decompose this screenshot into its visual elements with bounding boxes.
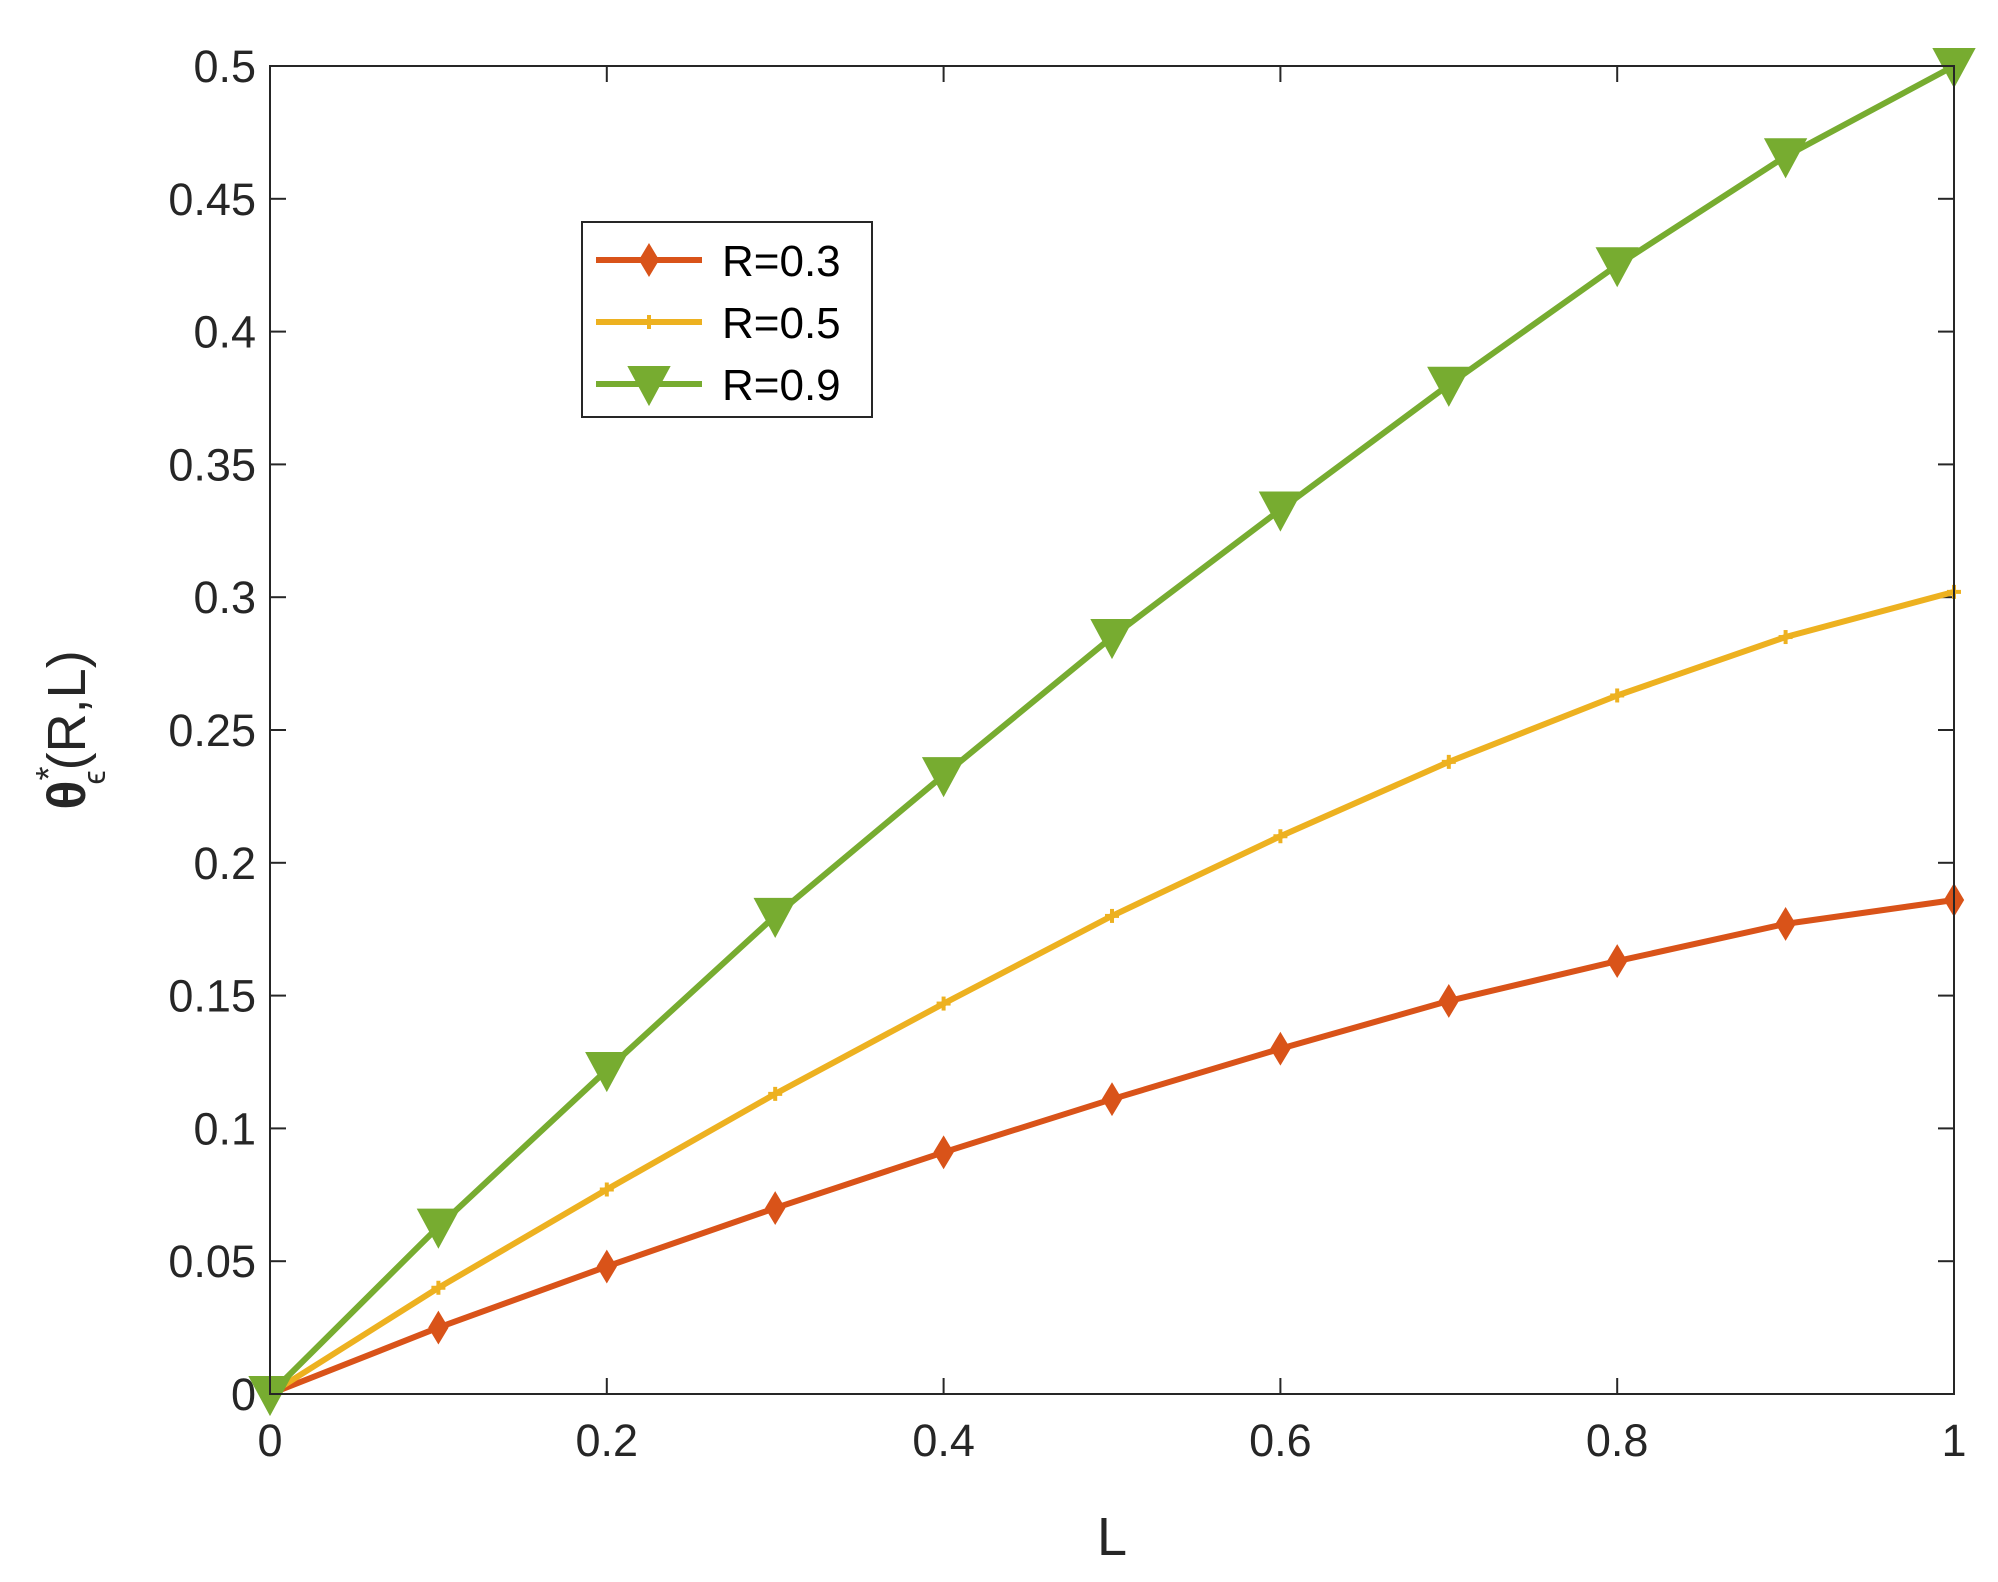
- data-point: [1427, 366, 1471, 407]
- y-tick-label: 0.3: [193, 572, 256, 623]
- data-point: [1607, 944, 1628, 979]
- y-tick-label: 0.25: [168, 705, 256, 756]
- data-point: [1101, 1082, 1123, 1117]
- data-point: [431, 1280, 446, 1295]
- y-tick-label: 0.2: [193, 838, 256, 889]
- y-axis-label: θ* ϵ(R,L): [28, 650, 112, 809]
- y-tick-label: 0.5: [193, 41, 256, 92]
- y-tick-label: 0.05: [168, 1236, 256, 1287]
- legend-swatch-marker: [642, 315, 656, 329]
- data-point: [1763, 138, 1808, 179]
- y-tick-label: 0.4: [193, 307, 256, 358]
- data-point: [753, 897, 797, 939]
- legend-entry: R=0.9: [596, 361, 841, 410]
- plot-frame: [269, 65, 1955, 1395]
- data-point: [1258, 491, 1303, 532]
- data-point: [1595, 247, 1639, 288]
- ticks-layer: 0 0.2 0.4 0.6 0.8 100.050.10.150.20.250.30.35…: [168, 41, 1966, 1466]
- y-axis-label-superscript: *: [28, 766, 69, 780]
- data-point: [428, 1310, 449, 1345]
- x-tick-label: 0.4: [912, 1415, 975, 1466]
- y-tick-label: 0.35: [168, 439, 256, 490]
- series-R=0.9: [248, 48, 1976, 1417]
- data-point: [1105, 908, 1119, 923]
- data-point: [599, 1182, 614, 1197]
- data-point: [1438, 983, 1459, 1018]
- legend-swatch-marker: [627, 366, 671, 407]
- data-point: [1775, 906, 1796, 941]
- data-point: [936, 996, 951, 1011]
- y-tick-label: 0.1: [193, 1103, 256, 1154]
- data-point: [1610, 688, 1625, 703]
- data-point: [585, 1051, 629, 1093]
- data-point: [765, 1191, 786, 1226]
- data-point: [1090, 619, 1134, 660]
- x-tick-label: 1: [1941, 1415, 1966, 1466]
- legend-swatch-marker: [638, 243, 660, 277]
- legend-label: R=0.5: [722, 299, 841, 348]
- y-axis-label-subscript: ϵ: [76, 770, 112, 784]
- data-point: [1270, 1031, 1291, 1066]
- legend-entry: R=0.5: [596, 299, 841, 348]
- x-tick-label: 0.6: [1249, 1415, 1312, 1466]
- legend: R=0.3 R=0.5 R=0.9: [581, 221, 873, 418]
- legend-label: R=0.3: [722, 237, 841, 286]
- data-point: [768, 1086, 783, 1101]
- data-point: [921, 757, 966, 798]
- data-point: [1441, 754, 1456, 769]
- legend-label: R=0.9: [722, 361, 841, 410]
- data-point: [416, 1208, 461, 1249]
- legend-entry: R=0.3: [596, 237, 841, 286]
- x-tick-label: 0.8: [1586, 1415, 1649, 1466]
- x-tick-label: 0: [257, 1415, 282, 1466]
- y-tick-label: 0.15: [168, 971, 256, 1022]
- data-point: [1273, 829, 1288, 844]
- y-axis-label-args: (R,L): [37, 650, 97, 770]
- x-tick-label: 0.2: [576, 1415, 639, 1466]
- x-axis-label: L: [1097, 1507, 1127, 1567]
- data-point: [1778, 630, 1793, 645]
- y-tick-label: 0.45: [168, 174, 256, 225]
- data-point: [933, 1135, 954, 1170]
- y-axis-label-base: θ: [37, 780, 97, 809]
- data-point: [596, 1249, 617, 1284]
